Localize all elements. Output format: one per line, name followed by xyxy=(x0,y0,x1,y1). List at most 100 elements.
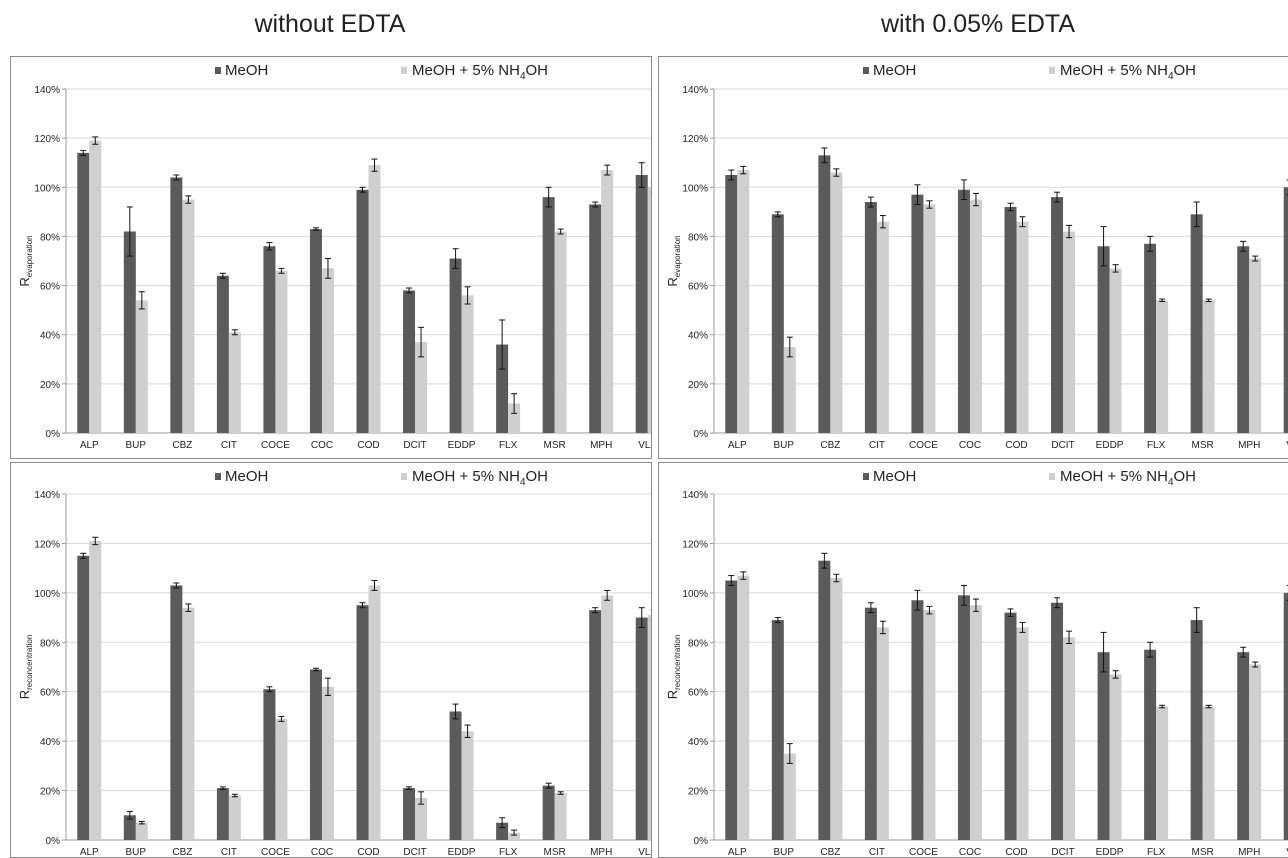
legend-swatch-meoh xyxy=(215,67,221,74)
x-tick-label: MSR xyxy=(544,847,566,857)
bar-meoh-msr xyxy=(542,197,555,433)
bar-meoh-flx xyxy=(1144,649,1157,840)
x-tick-label: VLX xyxy=(1286,440,1288,451)
x-tick-label: DCIT xyxy=(1051,440,1074,451)
bar-meoh-cit xyxy=(864,607,877,840)
bar-meoh-5-nh4oh-cit xyxy=(876,221,889,433)
y-tick-label: 40% xyxy=(40,331,60,342)
chart-panel-evaporation-without-edta: 0% 20% 40% 60% 80% 100% 120% 140% Revaporation Me… xyxy=(10,56,652,459)
x-tick-label: BUP xyxy=(774,440,795,451)
legend-swatch-meoh xyxy=(863,473,869,480)
bar-meoh-vlx xyxy=(635,617,648,840)
bar-meoh-5-nh4oh-dcit xyxy=(1063,637,1076,840)
x-tick-label: EDDP xyxy=(448,847,476,857)
bar-meoh-coce xyxy=(911,600,924,840)
legend-swatch-nh4oh xyxy=(1049,67,1055,74)
x-tick-label: CBZ xyxy=(820,440,840,451)
bar-meoh-dcit xyxy=(403,290,416,433)
legend-swatch-meoh xyxy=(215,473,221,480)
bar-meoh-5-nh4oh-cit xyxy=(228,332,241,433)
bar-meoh-vlx xyxy=(1283,592,1288,840)
legend-label-nh4oh: MeOH + 5% NH4OH xyxy=(1060,468,1196,488)
bar-meoh-msr xyxy=(1190,620,1203,840)
bar-meoh-eddp xyxy=(1097,246,1110,433)
bar-meoh-coce xyxy=(263,246,276,433)
bar-meoh-bup xyxy=(771,620,784,840)
bar-meoh-bup xyxy=(123,231,136,433)
bar-meoh-cod xyxy=(1004,206,1017,433)
y-tick-label: 60% xyxy=(40,688,60,699)
x-tick-label: MPH xyxy=(590,440,612,451)
x-tick-label: MSR xyxy=(1192,440,1214,451)
chart-svg: 0% 20% 40% 60% 80% 100% 120% 140% Rreconcentrati… xyxy=(17,468,651,857)
y-tick-label: 20% xyxy=(40,380,60,391)
x-tick-label: COCE xyxy=(909,440,938,451)
legend-swatch-meoh xyxy=(863,67,869,74)
bar-meoh-msr xyxy=(542,785,555,840)
y-tick-label: 100% xyxy=(682,589,708,600)
bar-meoh-alp xyxy=(77,152,90,433)
bar-meoh-5-nh4oh-flx xyxy=(508,403,521,433)
bar-meoh-alp xyxy=(725,580,738,840)
x-tick-label: COC xyxy=(959,440,981,451)
bar-meoh-dcit xyxy=(1051,602,1064,840)
chart-svg: 0% 20% 40% 60% 80% 100% 120% 140% Rreconcentrati… xyxy=(665,468,1288,857)
bar-meoh-bup xyxy=(123,815,136,840)
bar-meoh-5-nh4oh-cbz xyxy=(182,607,195,840)
x-tick-label: COCE xyxy=(909,847,938,857)
x-tick-label: COD xyxy=(357,847,379,857)
bar-meoh-msr xyxy=(1190,214,1203,433)
chart-panel-reconcentration-with-edta: 0% 20% 40% 60% 80% 100% 120% 140% Rreconcentrati… xyxy=(658,462,1288,858)
bar-meoh-mph xyxy=(1237,652,1250,840)
bar-meoh-5-nh4oh-eddp xyxy=(461,731,474,840)
x-tick-label: CIT xyxy=(221,847,237,857)
x-tick-label: ALP xyxy=(728,847,747,857)
legend-label-meoh: MeOH xyxy=(873,62,916,79)
bar-meoh-5-nh4oh-cit xyxy=(228,795,241,840)
x-tick-label: CIT xyxy=(221,440,237,451)
bar-meoh-vlx xyxy=(1283,187,1288,433)
x-tick-label: COD xyxy=(1005,440,1027,451)
x-tick-label: MPH xyxy=(1238,440,1260,451)
bar-meoh-coc xyxy=(309,229,322,433)
y-tick-label: 0% xyxy=(46,429,61,440)
bar-meoh-5-nh4oh-mph xyxy=(1249,664,1262,840)
bar-meoh-cod xyxy=(356,189,369,433)
legend-swatch-nh4oh xyxy=(401,67,407,74)
y-tick-label: 80% xyxy=(688,232,708,243)
bar-meoh-cbz xyxy=(170,177,183,433)
bar-meoh-5-nh4oh-cbz xyxy=(830,578,843,840)
bar-meoh-mph xyxy=(1237,246,1250,433)
y-tick-label: 0% xyxy=(694,429,709,440)
bar-meoh-5-nh4oh-alp xyxy=(89,540,102,840)
bar-meoh-5-nh4oh-alp xyxy=(89,140,102,433)
x-tick-label: MSR xyxy=(544,440,566,451)
x-tick-label: COD xyxy=(1005,847,1027,857)
legend-label-nh4oh: MeOH + 5% NH4OH xyxy=(412,468,548,488)
x-tick-label: DCIT xyxy=(1051,847,1074,857)
y-tick-label: 0% xyxy=(694,836,709,847)
bar-meoh-5-nh4oh-mph xyxy=(601,170,614,433)
bar-meoh-5-nh4oh-cod xyxy=(368,165,381,433)
bar-meoh-flx xyxy=(496,822,509,840)
bar-meoh-bup xyxy=(771,214,784,433)
bar-meoh-coce xyxy=(263,689,276,840)
y-tick-label: 40% xyxy=(688,737,708,748)
column-title-without-edta: without EDTA xyxy=(254,10,406,38)
y-axis-label: Revaporation xyxy=(17,235,34,286)
legend-label-meoh: MeOH xyxy=(873,468,916,485)
bar-meoh-5-nh4oh-msr xyxy=(1202,706,1215,840)
x-tick-label: COD xyxy=(357,440,379,451)
x-tick-label: COC xyxy=(311,440,333,451)
bar-meoh-5-nh4oh-coce xyxy=(275,270,288,433)
y-tick-label: 140% xyxy=(34,490,60,501)
legend-swatch-nh4oh xyxy=(401,473,407,480)
y-tick-label: 60% xyxy=(688,688,708,699)
y-tick-label: 120% xyxy=(682,134,708,145)
x-tick-label: COC xyxy=(959,847,981,857)
x-tick-label: MPH xyxy=(1238,847,1260,857)
y-tick-label: 100% xyxy=(34,183,60,194)
y-tick-label: 100% xyxy=(682,183,708,194)
bar-meoh-5-nh4oh-cbz xyxy=(182,199,195,433)
y-tick-label: 80% xyxy=(40,232,60,243)
